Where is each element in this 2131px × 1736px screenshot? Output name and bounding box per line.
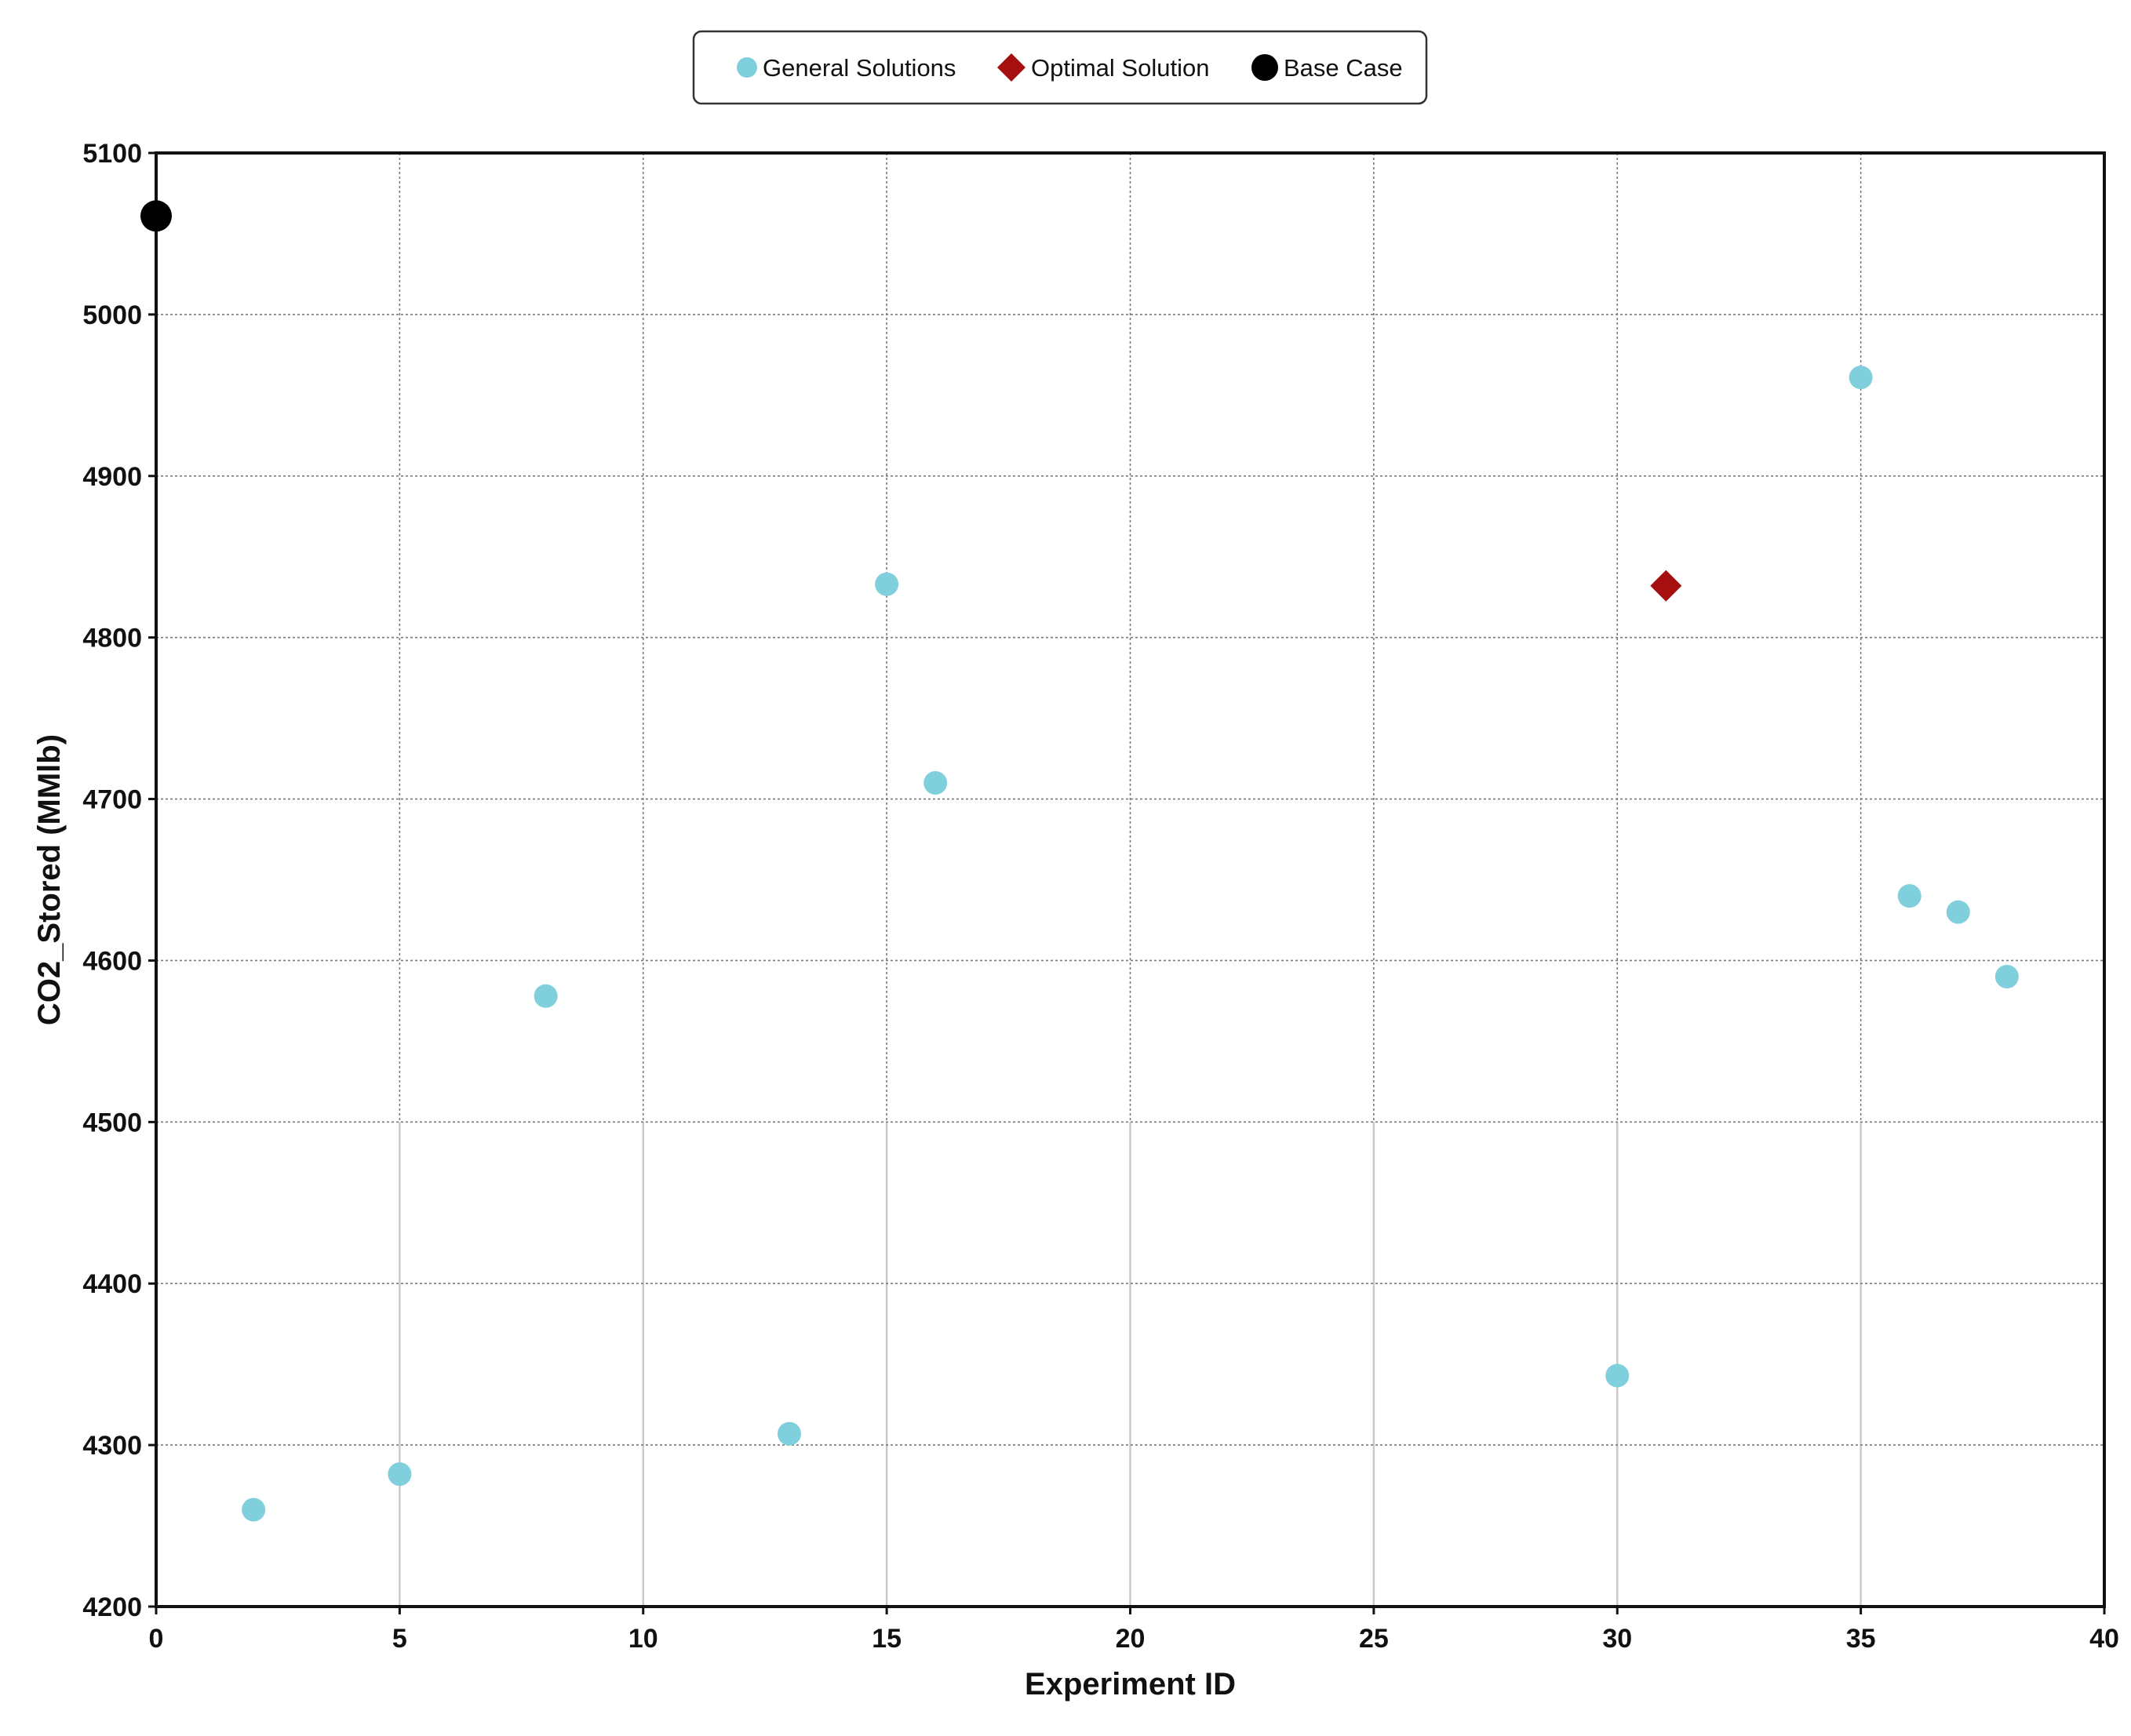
general-solutions-point — [777, 1421, 801, 1446]
general-solutions-point — [242, 1498, 266, 1522]
y-tick-label: 4400 — [82, 1269, 142, 1299]
legend-optimal-solution-label: Optimal Solution — [1031, 54, 1209, 82]
y-tick-label: 4200 — [82, 1592, 142, 1622]
y-tick-label: 5000 — [82, 300, 142, 330]
general-solutions-point — [875, 572, 899, 596]
general-solutions-point — [1605, 1363, 1630, 1388]
general-solutions-point — [1946, 900, 1970, 924]
general-solutions-point — [1994, 965, 2019, 989]
base-case-point — [140, 200, 172, 232]
y-axis-title: CO2_Stored (MMlb) — [32, 734, 67, 1025]
x-tick-label: 25 — [1359, 1624, 1389, 1654]
legend-general-solutions-label: General Solutions — [763, 54, 956, 82]
general-solutions-point — [534, 984, 558, 1008]
y-tick-label: 4700 — [82, 785, 142, 815]
optimal-solution-diamond — [1650, 570, 1682, 602]
grid — [156, 153, 2104, 1607]
y-tick-label: 4800 — [82, 624, 142, 653]
general-solutions-point — [1897, 884, 1922, 908]
legend: General Solutions Optimal Solution Base Ca… — [692, 30, 1428, 105]
x-tick-label: 15 — [872, 1624, 902, 1654]
x-tick-label: 30 — [1602, 1624, 1632, 1654]
y-tick-label: 4600 — [82, 946, 142, 976]
legend-general-solutions-swatch — [737, 57, 757, 78]
x-tick-label: 40 — [2089, 1624, 2119, 1654]
legend-base-case-swatch — [1251, 54, 1278, 81]
x-axis-title: Experiment ID — [1025, 1667, 1236, 1701]
y-tick-label: 4500 — [82, 1108, 142, 1137]
y-tick-label: 4300 — [82, 1431, 142, 1461]
x-tick-label: 0 — [149, 1624, 164, 1654]
legend-base-case-label: Base Case — [1284, 54, 1403, 82]
axis-titles: Experiment ID CO2_Stored (MMlb) — [32, 734, 1236, 1701]
x-tick-label: 10 — [628, 1624, 658, 1654]
y-tick-label: 4900 — [82, 462, 142, 492]
legend-box — [692, 30, 1428, 105]
general-solutions-point — [1849, 366, 1873, 390]
legend-optimal-solution-swatch — [997, 53, 1025, 82]
data-points — [140, 200, 2019, 1522]
x-tick-label: 20 — [1116, 1624, 1146, 1654]
y-tick-label: 5100 — [82, 139, 142, 169]
general-solutions-point — [923, 770, 948, 795]
axis-ticks: 0 5 10 15 20 25 30 35 40 4200 4300 4400 4500 4600 4700… — [82, 139, 2119, 1654]
x-tick-label: 5 — [392, 1624, 407, 1654]
x-tick-label: 35 — [1846, 1624, 1876, 1654]
general-solutions-point — [388, 1462, 412, 1487]
